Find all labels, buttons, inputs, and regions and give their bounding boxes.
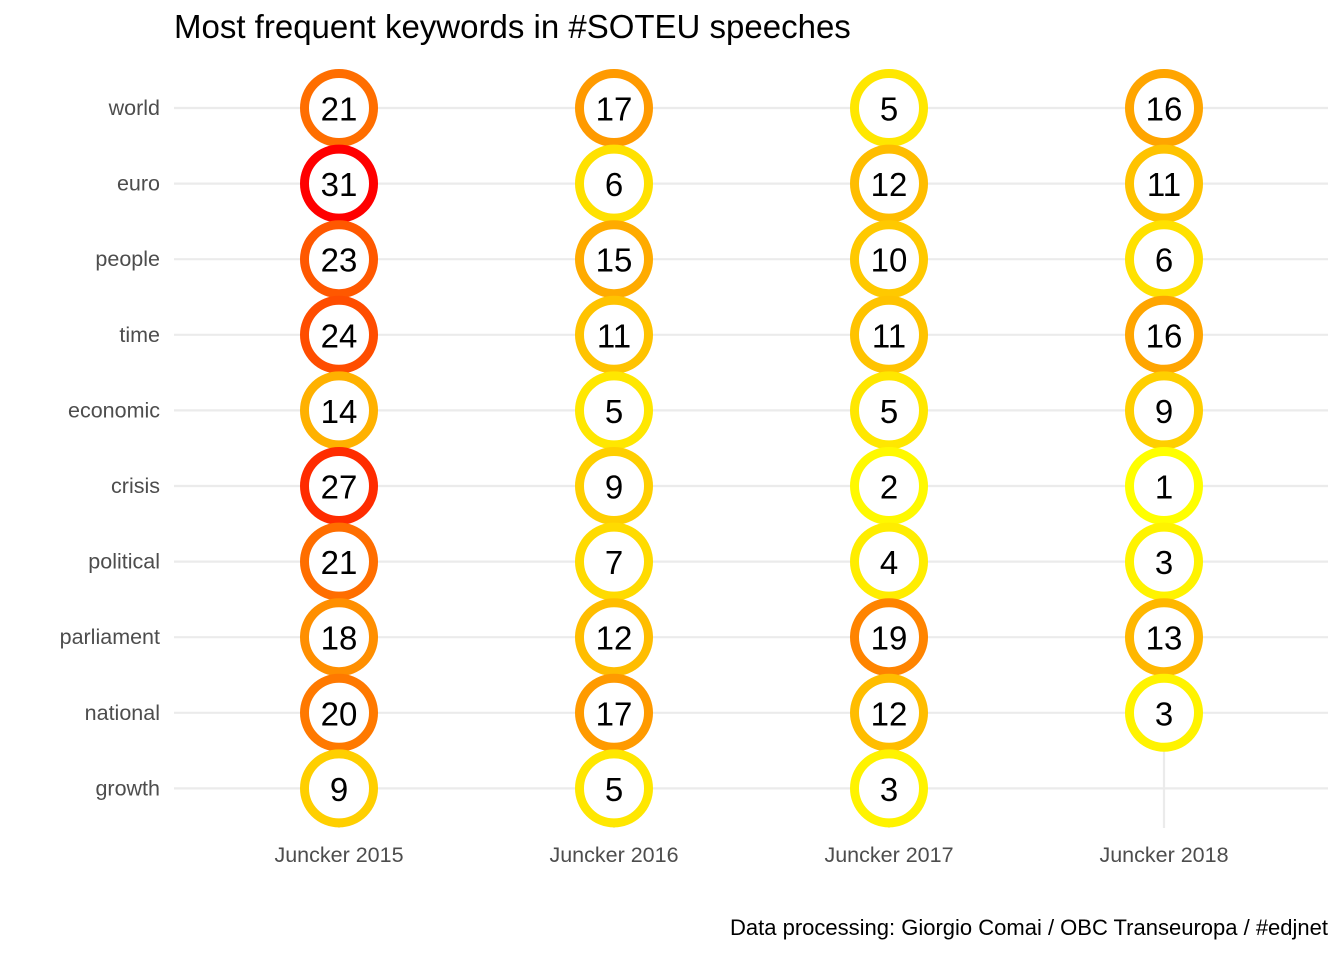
x-tick-label: Juncker 2017 xyxy=(824,843,953,867)
keyword-ring-national xyxy=(575,673,653,752)
data-label: 12 xyxy=(596,620,633,657)
y-tick-label-growth: growth xyxy=(95,776,160,800)
data-label: 12 xyxy=(871,166,908,203)
keyword-ring-economic xyxy=(1125,371,1203,450)
keyword-ring-time xyxy=(300,295,378,374)
keyword-ring-crisis xyxy=(300,447,378,525)
keyword-ring-euro xyxy=(1125,144,1203,223)
keyword-ring-political xyxy=(300,522,378,601)
keyword-ring-economic xyxy=(850,371,928,450)
data-label: 11 xyxy=(1147,166,1181,203)
keyword-ring-economic xyxy=(575,371,653,450)
data-label: 16 xyxy=(1146,91,1183,128)
keyword-ring-euro xyxy=(850,144,928,223)
data-label: 3 xyxy=(880,771,898,808)
keyword-ring-time xyxy=(850,295,928,374)
data-label: 27 xyxy=(321,469,358,506)
keyword-ring-crisis xyxy=(850,447,928,525)
data-label: 19 xyxy=(871,620,908,657)
keyword-ring-euro xyxy=(575,144,653,223)
data-label: 7 xyxy=(605,544,623,581)
data-label: 13 xyxy=(1146,620,1183,657)
keyword-ring-political xyxy=(850,522,928,601)
data-label: 21 xyxy=(321,91,358,128)
y-tick-label-world: world xyxy=(108,96,160,120)
keyword-ring-growth xyxy=(850,749,928,828)
y-tick-label-crisis: crisis xyxy=(111,474,160,498)
data-label: 1 xyxy=(1155,469,1173,506)
data-label: 20 xyxy=(321,695,358,732)
keyword-ring-time xyxy=(575,295,653,374)
y-tick-label-time: time xyxy=(119,323,160,347)
data-label: 14 xyxy=(321,393,358,430)
data-label: 17 xyxy=(596,695,633,732)
keyword-ring-economic xyxy=(300,371,378,450)
keyword-ring-growth xyxy=(575,749,653,828)
keyword-ring-world xyxy=(850,69,928,147)
x-axis-labels: Juncker 2015 Juncker 2016 Juncker 2017 Junc… xyxy=(274,843,1228,867)
y-tick-label-people: people xyxy=(95,247,160,271)
chart-caption: Data processing: Giorgio Comai / OBC Tra… xyxy=(730,915,1328,940)
data-label: 18 xyxy=(321,620,358,657)
keyword-ring-people xyxy=(850,220,928,299)
data-label: 9 xyxy=(330,771,348,808)
keyword-ring-people xyxy=(300,220,378,299)
data-label: 3 xyxy=(1155,544,1173,581)
keyword-ring-time xyxy=(1125,295,1203,374)
data-label: 24 xyxy=(321,317,358,354)
data-label: 2 xyxy=(880,469,898,506)
chart-title: Most frequent keywords in #SOTEU speeche… xyxy=(174,8,851,45)
keyword-ring-euro xyxy=(300,144,378,223)
y-tick-label-national: national xyxy=(85,701,160,725)
data-label: 15 xyxy=(596,242,633,279)
data-label: 21 xyxy=(321,544,358,581)
data-label: 6 xyxy=(605,166,623,203)
data-label: 5 xyxy=(605,393,623,430)
y-axis-labels: world euro people time economic crisis politic… xyxy=(60,96,161,800)
data-label: 4 xyxy=(880,544,898,581)
data-label: 11 xyxy=(597,317,631,354)
keyword-ring-parliament xyxy=(575,598,653,677)
data-label: 9 xyxy=(1155,393,1173,430)
keyword-ring-crisis xyxy=(1125,447,1203,525)
keyword-ring-parliament xyxy=(850,598,928,677)
keyword-ring-world xyxy=(1125,69,1203,147)
keyword-ring-people xyxy=(575,220,653,299)
keyword-ring-national xyxy=(850,673,928,752)
data-label: 6 xyxy=(1155,242,1173,279)
y-tick-label-parliament: parliament xyxy=(60,625,160,649)
data-label: 10 xyxy=(871,242,908,279)
data-label: 16 xyxy=(1146,317,1183,354)
data-label: 9 xyxy=(605,469,623,506)
keyword-ring-political xyxy=(575,522,653,601)
y-tick-label-economic: economic xyxy=(68,398,160,422)
data-label: 23 xyxy=(321,242,358,279)
keyword-ring-political xyxy=(1125,522,1203,601)
y-tick-label-euro: euro xyxy=(117,172,160,196)
data-label: 11 xyxy=(872,317,906,354)
data-label: 31 xyxy=(321,166,358,203)
keyword-ring-world xyxy=(575,69,653,147)
data-label: 3 xyxy=(1155,695,1173,732)
x-tick-label: Juncker 2015 xyxy=(274,843,403,867)
keyword-ring-national xyxy=(300,673,378,752)
keyword-ring-people xyxy=(1125,220,1203,299)
x-tick-label: Juncker 2016 xyxy=(549,843,678,867)
keyword-ring-parliament xyxy=(300,598,378,677)
keyword-ring-growth xyxy=(300,749,378,828)
data-label: 17 xyxy=(596,91,633,128)
keyword-ring-parliament xyxy=(1125,598,1203,677)
keyword-ring-world xyxy=(300,69,378,147)
data-label: 5 xyxy=(880,91,898,128)
data-label: 5 xyxy=(605,771,623,808)
keyword-ring-crisis xyxy=(575,447,653,525)
x-tick-label: Juncker 2018 xyxy=(1099,843,1228,867)
keyword-ring-national xyxy=(1125,673,1203,752)
y-tick-label-political: political xyxy=(88,550,160,574)
data-label: 5 xyxy=(880,393,898,430)
data-label: 12 xyxy=(871,695,908,732)
